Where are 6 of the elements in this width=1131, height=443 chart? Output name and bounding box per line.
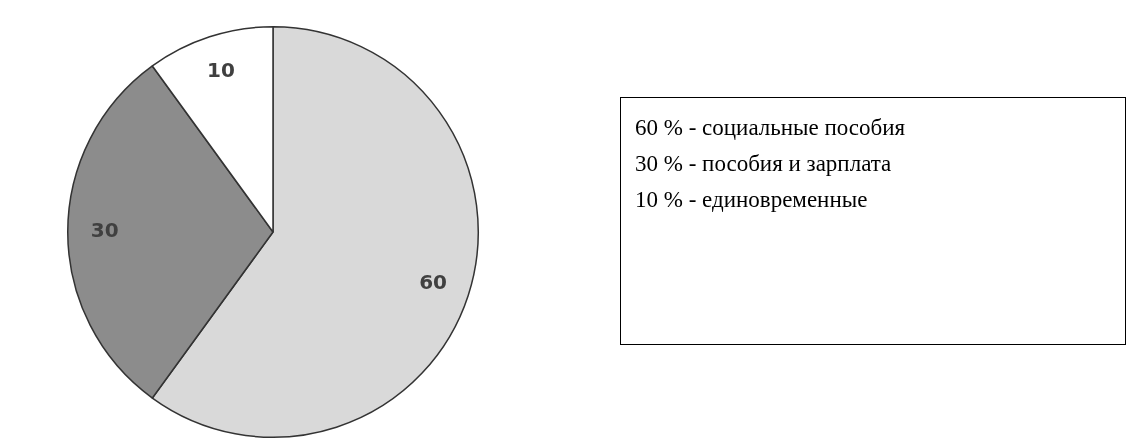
data-label: 30 [90, 218, 119, 243]
text: 60 % - социальные пособия [635, 114, 907, 142]
text: 10 % - единовременные [635, 186, 869, 214]
text: 30 % - пособия и зарплата [635, 150, 893, 178]
data-label: 10 [207, 58, 235, 83]
data-label: 60 [419, 270, 447, 295]
